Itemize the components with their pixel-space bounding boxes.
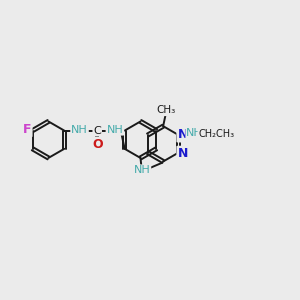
Text: NH: NH (106, 125, 123, 135)
Text: N: N (177, 147, 188, 160)
Text: N: N (177, 128, 188, 142)
Text: CH₃: CH₃ (157, 105, 176, 115)
Text: O: O (92, 138, 103, 151)
Text: NH: NH (71, 125, 88, 135)
Text: F: F (23, 123, 32, 136)
Text: C: C (93, 126, 101, 136)
Text: NH: NH (186, 128, 203, 138)
Text: CH₂CH₃: CH₂CH₃ (198, 128, 235, 139)
Text: NH: NH (134, 165, 150, 175)
